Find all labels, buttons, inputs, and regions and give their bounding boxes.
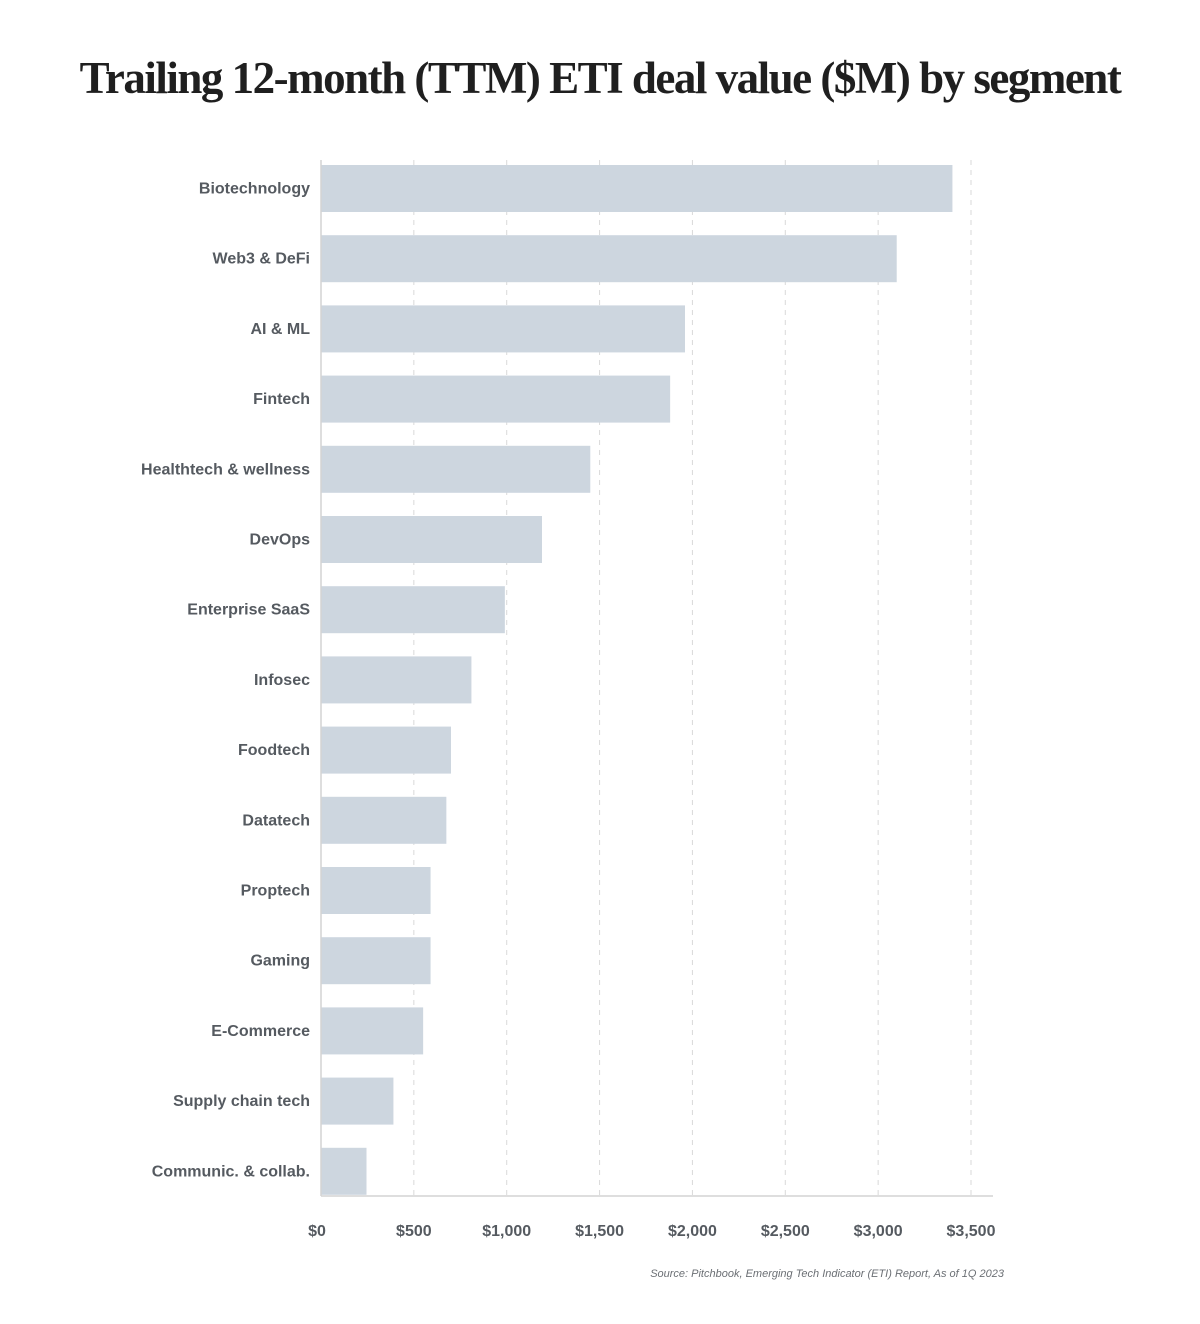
category-label: Web3 & DeFi [213,251,311,268]
bar [321,586,505,634]
bars [321,165,953,1195]
bar [321,1147,367,1195]
category-label: Gaming [250,953,310,970]
bar [321,375,671,423]
bar [321,726,451,774]
category-label: Fintech [253,391,310,408]
x-tick-label: $3,500 [947,1223,996,1240]
category-label: Infosec [254,672,310,689]
x-tick-label: $2,000 [668,1223,717,1240]
x-tick-label: $2,500 [761,1223,810,1240]
bar [321,937,431,985]
bar [321,516,542,563]
x-tick-label: $3,000 [854,1223,903,1240]
category-labels: Biotechnology Web3 & DeFi AI & ML Fintech He… [141,181,310,1181]
bar [321,867,431,914]
bar [321,1077,394,1125]
x-tick-label: $1,500 [575,1223,624,1240]
x-tick-label: $1,000 [482,1223,531,1240]
bar [321,1007,424,1055]
category-label: Supply chain tech [173,1093,310,1110]
category-label: Proptech [241,883,310,900]
source-note: Source: Pitchbook, Emerging Tech Indicat… [650,1268,1004,1280]
x-tick-labels: $0 $500 $1,000 $1,500 $2,000 $2,500 $3,000 $3,5… [308,1223,995,1240]
chart-title: Trailing 12-month (TTM) ETI deal value (… [79,53,1122,103]
category-label: Communic. & collab. [152,1163,310,1180]
category-label: Foodtech [238,742,310,759]
category-label: Biotechnology [199,181,310,198]
bar [321,656,472,704]
bar [321,305,685,353]
bar [321,445,591,493]
category-label: Healthtech & wellness [141,461,310,478]
category-label: Enterprise SaaS [187,602,310,619]
axes [320,160,993,1197]
category-label: AI & ML [250,321,310,338]
bar [321,165,953,212]
x-tick-label: $500 [396,1223,432,1240]
bar [321,235,897,283]
category-label: DevOps [250,532,311,549]
category-label: Datatech [242,812,310,829]
bar [321,796,447,844]
category-label: E-Commerce [211,1023,310,1040]
x-tick-label: $0 [308,1223,326,1240]
